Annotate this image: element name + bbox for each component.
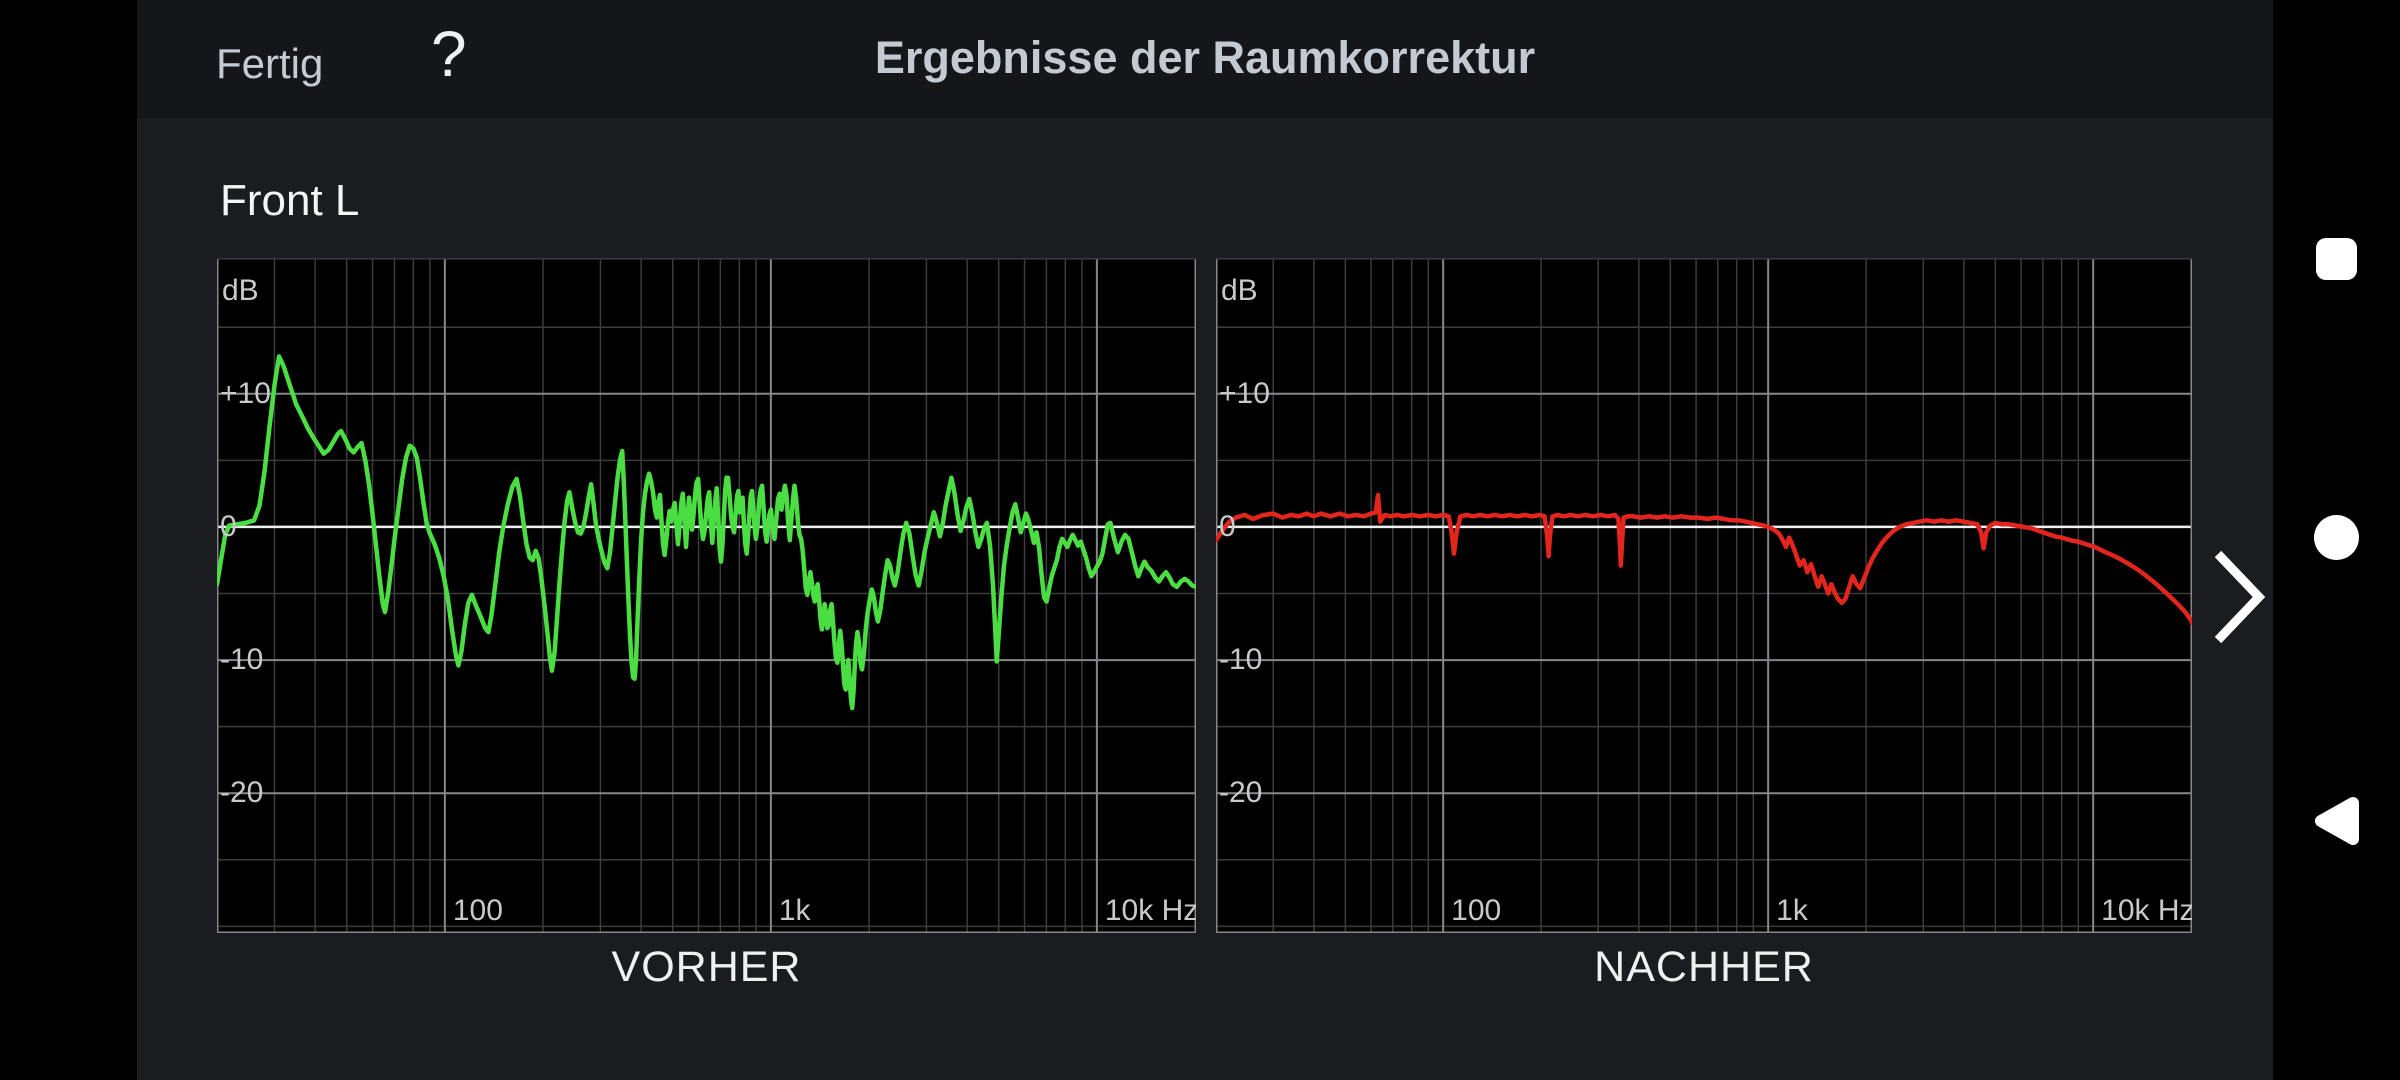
response-curve: [217, 354, 1196, 711]
top-bar: Fertig ? Ergebnisse der Raumkorrektur: [137, 0, 2273, 118]
recents-square-icon[interactable]: [2316, 238, 2357, 280]
app-window: Fertig ? Ergebnisse der Raumkorrektur Fr…: [137, 0, 2273, 1080]
y-tick-label: -10: [1219, 643, 1263, 677]
x-tick-label: 10k Hz: [1104, 894, 1196, 927]
chevron-right-icon: [2214, 550, 2266, 644]
done-button[interactable]: Fertig: [216, 40, 324, 87]
page-title: Ergebnisse der Raumkorrektur: [874, 32, 1536, 83]
y-tick-label: 0: [220, 509, 237, 543]
channel-label: Front L: [220, 176, 360, 225]
x-tick-label: 1k: [778, 894, 811, 927]
vorher-chart: dB +10 0 -10 -20 100 1k 10k Hz: [217, 258, 1196, 933]
y-tick-label: -20: [1219, 776, 1263, 810]
x-tick-label: 100: [452, 894, 503, 927]
y-tick-label: 0: [1219, 509, 1236, 543]
chart-canvas: [217, 258, 1196, 933]
next-speaker-chevron-icon[interactable]: [2209, 545, 2267, 649]
triangle-left-icon: [2315, 797, 2359, 845]
back-triangle-icon[interactable]: [2313, 795, 2361, 847]
y-axis-unit-label: dB: [1221, 274, 1258, 307]
help-icon[interactable]: ?: [431, 18, 467, 90]
y-axis-unit-label: dB: [222, 274, 259, 307]
nachher-caption: NACHHER: [1594, 943, 1814, 991]
x-tick-label: 1k: [1776, 894, 1808, 927]
home-circle-icon[interactable]: [2314, 515, 2359, 560]
x-tick-label: 10k Hz: [2101, 894, 2192, 927]
display-cutout-strip: [0, 0, 137, 1080]
android-nav-bar: [2273, 0, 2400, 1080]
y-tick-label: +10: [1219, 376, 1270, 410]
y-tick-label: -20: [220, 776, 264, 810]
response-curve: [1216, 492, 2192, 626]
nachher-chart: dB +10 0 -10 -20 100 1k 10k Hz: [1216, 258, 2192, 933]
vorher-caption: VORHER: [611, 943, 802, 991]
y-tick-label: -10: [220, 643, 264, 677]
chart-canvas: [1216, 258, 2192, 933]
x-tick-label: 100: [1451, 894, 1502, 927]
y-tick-label: +10: [220, 376, 271, 410]
